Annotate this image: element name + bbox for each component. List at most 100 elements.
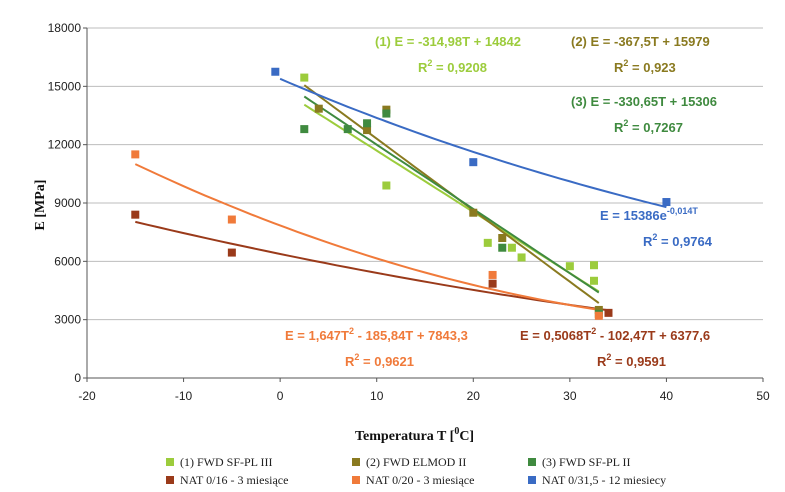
- point-s4-3: [488, 279, 497, 288]
- x-tick-label-20: 20: [467, 389, 481, 403]
- equation-1-r2-value: = 0,9208: [432, 60, 487, 75]
- equation-nat-31: E = 15386e-0,014T R2 = 0,9764: [600, 206, 713, 249]
- equation-nat-31-r2-prefix: R: [643, 234, 653, 249]
- equation-3-r2-prefix: R: [614, 120, 624, 135]
- equation-1-r2-superscript: 2: [427, 58, 432, 68]
- trendline-5: [134, 163, 599, 311]
- legend-swatch-1: [166, 458, 174, 466]
- legend-item-2: (2) FWD ELMOD II: [352, 455, 466, 469]
- legend-item-4: NAT 0/16 - 3 miesiące: [166, 473, 288, 487]
- legend-swatch-3: [528, 458, 536, 466]
- trendline-3: [303, 95, 600, 294]
- y-tick-label-18000: 18000: [48, 21, 82, 35]
- equation-3-r2-superscript: 2: [623, 118, 628, 128]
- equation-3-r2-value: = 0,7267: [628, 120, 683, 135]
- y-tick-label-9000: 9000: [54, 196, 81, 210]
- equation-nat-16-r2-superscript: 2: [606, 352, 611, 362]
- equation-nat-16-main: E = 0,5068T: [520, 328, 591, 343]
- equation-nat-16-superscript: 2: [591, 326, 596, 336]
- point-s1-8: [590, 276, 598, 285]
- equation-2: (2) E = -367,5T + 15979 R2 = 0,923: [571, 34, 710, 75]
- point-s4-2: [227, 248, 236, 257]
- equation-nat-20-r2: R2 = 0,9621: [345, 352, 414, 369]
- equation-nat-20-r2-prefix: R: [345, 354, 355, 369]
- x-tick-label-10: 10: [370, 389, 384, 403]
- point-s3-5: [498, 243, 507, 252]
- equation-nat-31-r2-value: = 0,9764: [657, 234, 712, 249]
- trendlines: [134, 77, 667, 312]
- point-s5-1: [131, 150, 140, 159]
- equation-nat-16-formula: E = 0,5068T2 - 102,47T + 6377,6: [520, 326, 710, 343]
- y-tick-label-12000: 12000: [48, 138, 82, 152]
- equation-nat-31-r2-superscript: 2: [652, 232, 657, 242]
- point-s1-2: [382, 181, 391, 190]
- point-s4-1: [131, 210, 140, 219]
- legend-label-5: NAT 0/20 - 3 miesiące: [366, 473, 474, 487]
- point-s1-6: [565, 262, 574, 271]
- point-s5-2: [227, 215, 236, 224]
- point-s1-7: [590, 261, 598, 270]
- x-tick-label-0: 0: [277, 389, 284, 403]
- equation-nat-31-superscript: -0,014T: [667, 206, 699, 216]
- equation-2-r2: R2 = 0,923: [614, 58, 676, 75]
- equation-nat-16-r2: R2 = 0,9591: [597, 352, 666, 369]
- equation-3-r2: R2 = 0,7267: [614, 118, 683, 135]
- equation-nat-16: E = 0,5068T2 - 102,47T + 6377,6 R2 = 0,9…: [520, 326, 710, 369]
- point-s1-3: [483, 238, 492, 247]
- equation-nat-20-main: E = 1,647T: [285, 328, 349, 343]
- x-axis-label-tail: C]: [459, 429, 474, 444]
- legend-label-3: (3) FWD SF-PL II: [542, 455, 631, 469]
- axes: [83, 27, 764, 382]
- legend-swatch-5: [352, 476, 360, 484]
- point-s3-4: [382, 109, 391, 118]
- equation-nat-20-superscript: 2: [349, 326, 354, 336]
- equation-1-r2: R2 = 0,9208: [418, 58, 487, 75]
- equation-3: (3) E = -330,65T + 15306 R2 = 0,7267: [571, 94, 717, 135]
- legend-swatch-2: [352, 458, 360, 466]
- point-s2-4: [469, 208, 478, 217]
- equation-1: (1) E = -314,98T + 14842 R2 = 0,9208: [375, 34, 521, 75]
- equation-2-r2-superscript: 2: [623, 58, 628, 68]
- point-s2-1: [314, 104, 323, 113]
- equation-nat-31-r2: R2 = 0,9764: [643, 232, 713, 249]
- legend-item-5: NAT 0/20 - 3 miesiące: [352, 473, 474, 487]
- trendline-4: [135, 220, 609, 312]
- data-points: [131, 67, 671, 320]
- point-s3-1: [300, 125, 309, 134]
- point-s2-5: [498, 234, 507, 242]
- point-s1-5: [517, 253, 526, 262]
- legend-label-1: (1) FWD SF-PL III: [180, 455, 273, 469]
- point-s5-4: [594, 311, 603, 320]
- equation-nat-31-formula: E = 15386e-0,014T: [600, 206, 698, 223]
- x-tick-label--10: -10: [175, 389, 193, 403]
- legend-label-2: (2) FWD ELMOD II: [366, 455, 466, 469]
- legend-item-1: (1) FWD SF-PL III: [166, 455, 273, 469]
- equation-1-r2-prefix: R: [418, 60, 428, 75]
- point-s1-1: [300, 73, 309, 82]
- legend-swatch-4: [166, 476, 174, 484]
- y-tick-label-6000: 6000: [54, 254, 81, 268]
- x-axis-label-superscript: 0: [454, 426, 459, 437]
- grid: [87, 27, 763, 321]
- equation-3-formula: (3) E = -330,65T + 15306: [571, 94, 717, 109]
- equation-2-r2-prefix: R: [614, 60, 624, 75]
- point-s6-2: [469, 158, 478, 167]
- equation-nat-16-r2-value: = 0,9591: [611, 354, 666, 369]
- y-tick-label-0: 0: [74, 371, 81, 385]
- point-s1-4: [507, 243, 516, 252]
- point-s2-2: [363, 126, 372, 135]
- equation-nat-20-formula: E = 1,647T2 - 185,84T + 7843,3: [285, 326, 468, 343]
- point-s4-4: [604, 308, 613, 317]
- x-tick-label-40: 40: [660, 389, 674, 403]
- point-s3-2: [343, 125, 352, 134]
- legend: (1) FWD SF-PL III (2) FWD ELMOD II (3) F…: [166, 455, 666, 487]
- equation-nat-20: E = 1,647T2 - 185,84T + 7843,3 R2 = 0,96…: [285, 326, 468, 369]
- x-axis-label-main: Temperatura T [: [355, 429, 455, 444]
- legend-label-6: NAT 0/31,5 - 12 miesiecy: [542, 473, 666, 487]
- x-tick-label-30: 30: [563, 389, 577, 403]
- x-tick-label-50: 50: [756, 389, 770, 403]
- equation-nat-20-tail: - 185,84T + 7843,3: [354, 328, 468, 343]
- y-axis-label: E [MPa]: [33, 180, 48, 231]
